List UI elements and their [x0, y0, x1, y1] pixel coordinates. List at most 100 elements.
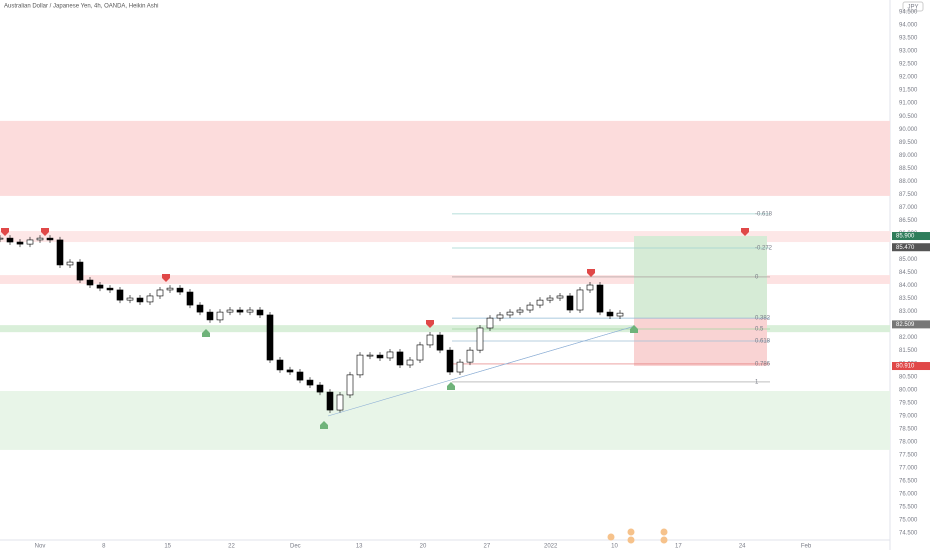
price-label: 82.509: [896, 322, 915, 328]
x-tick-label: Feb: [801, 544, 812, 550]
x-tick-label: 15: [164, 544, 171, 550]
y-tick-label: 77.000: [899, 465, 918, 471]
x-tick-label: 13: [356, 544, 363, 550]
candle: [6, 237, 14, 243]
candle: [186, 291, 194, 306]
price-axis: [890, 0, 932, 550]
y-tick-label: 81.500: [899, 348, 918, 354]
y-tick-label: 80.000: [899, 387, 918, 393]
y-tick-label: 83.000: [899, 309, 918, 315]
x-tick-label: 27: [483, 544, 490, 550]
candle: [86, 279, 94, 286]
event-icon[interactable]: [627, 536, 635, 544]
fib-label: 1: [755, 379, 759, 385]
candle: [16, 241, 24, 245]
y-tick-label: 75.500: [899, 505, 918, 511]
candle: [556, 295, 564, 299]
currency-box[interactable]: [902, 1, 924, 12]
event-icon[interactable]: [660, 528, 668, 536]
sell-arrow: [1, 228, 9, 236]
y-tick-label: 75.000: [899, 518, 918, 524]
zone: [0, 120, 890, 196]
candle: [606, 311, 614, 317]
candle: [206, 311, 214, 321]
candle: [306, 379, 314, 386]
candle: [416, 344, 424, 361]
buy-arrow: [202, 329, 210, 337]
candle: [196, 304, 204, 313]
candle: [566, 295, 574, 311]
candle: [576, 289, 584, 311]
y-tick-label: 93.500: [899, 36, 918, 42]
candle: [226, 309, 234, 313]
y-tick-label: 79.500: [899, 400, 918, 406]
x-tick-label: 22: [228, 544, 235, 550]
candle: [166, 287, 174, 291]
candle: [546, 297, 554, 301]
candle: [326, 391, 334, 411]
price-label: 85.900: [896, 234, 915, 240]
price-label: 85.470: [896, 245, 915, 251]
chart-title: Australian Dollar / Japanese Yen, 4h, OA…: [4, 4, 158, 10]
x-tick-label: 10: [611, 544, 618, 550]
y-tick-label: 85.000: [899, 257, 918, 263]
y-tick-label: 78.000: [899, 439, 918, 445]
y-tick-label: 84.500: [899, 270, 918, 276]
y-tick-label: 88.000: [899, 179, 918, 185]
y-tick-label: 88.500: [899, 166, 918, 172]
candle: [66, 261, 74, 266]
y-tick-label: 93.000: [899, 49, 918, 55]
candle: [446, 349, 454, 373]
candle: [396, 351, 404, 366]
x-tick-label: 8: [102, 544, 106, 550]
candle: [0, 237, 4, 240]
event-icon[interactable]: [607, 533, 615, 541]
candle: [596, 284, 604, 313]
price-label-bg: [892, 243, 930, 252]
zone: [0, 231, 890, 243]
y-tick-label: 78.500: [899, 426, 918, 432]
candle: [366, 354, 374, 357]
buy-arrow: [630, 325, 638, 333]
axis-labels: -0.618 -0.272 0 0.382 0.5 0.618 0.786 1 94.500 94…: [35, 10, 930, 550]
trend-line: [450, 325, 636, 381]
sell-arrow: [587, 269, 595, 277]
candle: [146, 295, 154, 303]
candle: [376, 354, 384, 359]
y-tick-label: 77.500: [899, 452, 918, 458]
event-icon[interactable]: [660, 536, 668, 544]
candle: [456, 361, 464, 373]
y-tick-label: 79.000: [899, 413, 918, 419]
fib-label: 0.382: [755, 316, 771, 322]
zone: [0, 325, 890, 333]
x-tick-label: 24: [739, 544, 746, 550]
fib-label: 0.618: [755, 339, 771, 345]
event-icons: [607, 528, 668, 544]
price-label-bg: [892, 232, 930, 241]
event-icon[interactable]: [627, 528, 635, 536]
price-label-bg: [892, 362, 930, 371]
candle: [176, 287, 184, 293]
candle: [406, 359, 414, 366]
y-tick-label: 86.500: [899, 218, 918, 224]
candle: [36, 237, 44, 241]
position-loss: [634, 318, 767, 367]
candle: [126, 297, 134, 301]
candle: [436, 334, 444, 351]
sell-arrow: [162, 274, 170, 282]
price-label-bg: [892, 320, 930, 329]
fib-label: 0.5: [755, 327, 764, 333]
y-tick-label: 83.500: [899, 296, 918, 302]
candle: [216, 311, 224, 321]
candle: [506, 311, 514, 316]
sell-arrow: [41, 228, 49, 236]
candle: [466, 349, 474, 363]
y-tick-label: 84.000: [899, 283, 918, 289]
candle: [96, 284, 104, 289]
candle: [476, 327, 484, 351]
candle: [586, 284, 594, 291]
currency[interactable]: JPY: [907, 5, 918, 11]
zone: [0, 275, 890, 284]
candle: [46, 237, 54, 241]
